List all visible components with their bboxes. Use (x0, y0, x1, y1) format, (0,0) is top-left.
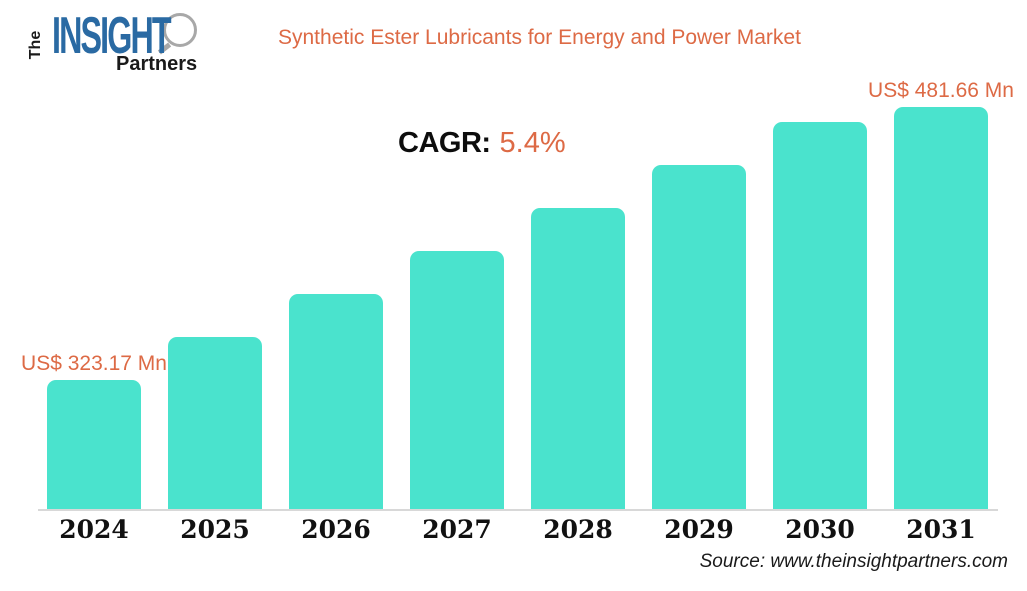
bar-2028 (531, 208, 625, 510)
bar-value-label-2031: US$ 481.66 Mn (868, 79, 1014, 102)
source-text: Source: www.theinsightpartners.com (699, 551, 1008, 572)
x-tick-2030: 2030 (785, 515, 855, 544)
bar-column-2031: US$ 481.66 Mn (868, 79, 1014, 510)
bar-column-2027 (410, 79, 504, 510)
x-tick-2029: 2029 (664, 515, 734, 544)
x-tick-2028: 2028 (543, 515, 613, 544)
logo-the-text: The (27, 30, 45, 60)
bar-column-2025 (168, 79, 262, 510)
logo-partners-text: Partners (116, 53, 198, 75)
cagr-annotation: CAGR: 5.4% (398, 127, 566, 160)
bar-column-2030 (773, 79, 867, 510)
x-tick-2026: 2026 (301, 515, 371, 544)
bar-2025 (168, 337, 262, 510)
bar-2026 (289, 294, 383, 510)
bar-2029 (652, 165, 746, 510)
logo-insight-text: INSIGHT (52, 7, 172, 65)
bar-column-2026 (289, 79, 383, 510)
bar-chart: US$ 323.17 Mn US$ 481.66 Mn (21, 79, 1014, 510)
cagr-label: CAGR: (398, 127, 491, 159)
cagr-value: 5.4% (499, 127, 566, 159)
bar-column-2024: US$ 323.17 Mn (21, 79, 167, 510)
x-axis-line (38, 509, 998, 511)
magnifier-icon (163, 13, 197, 47)
logo: The INSIGHT Partners (12, 6, 212, 76)
bar-value-label-2024: US$ 323.17 Mn (21, 352, 167, 376)
bar-column-2029 (652, 79, 746, 510)
bar-2027 (410, 251, 504, 510)
x-tick-2024: 2024 (59, 515, 129, 544)
bar-2031 (894, 107, 988, 510)
x-tick-2027: 2027 (422, 515, 492, 544)
chart-title: Synthetic Ester Lubricants for Energy an… (278, 26, 801, 49)
x-tick-2025: 2025 (180, 515, 250, 544)
bar-column-2028 (531, 79, 625, 510)
bar-2030 (773, 122, 867, 510)
x-tick-2031: 2031 (906, 515, 976, 544)
x-axis-labels: 2024 2025 2026 2027 2028 2029 2030 2031 (47, 515, 988, 544)
bar-2024 (47, 380, 141, 510)
